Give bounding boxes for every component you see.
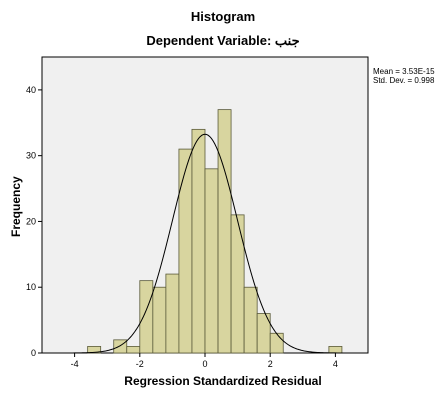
std-dev-stat: Std. Dev. = 0.998 bbox=[373, 76, 435, 85]
y-tick-label: 10 bbox=[26, 282, 36, 292]
histogram-bar-9 bbox=[217, 109, 232, 354]
histogram-bar-4 bbox=[152, 286, 167, 354]
histogram-bar-11 bbox=[243, 286, 258, 354]
histogram-bar-7 bbox=[191, 128, 206, 354]
histogram-bar-6 bbox=[178, 148, 193, 354]
y-tick-label: 40 bbox=[26, 85, 36, 95]
mean-stat: Mean = 3.53E-15 bbox=[373, 67, 435, 76]
bars-group bbox=[87, 109, 343, 354]
histogram-bar-8 bbox=[204, 168, 219, 354]
y-tick-label: 0 bbox=[31, 348, 36, 358]
x-tick-label: 2 bbox=[268, 359, 273, 369]
x-tick-label: 0 bbox=[202, 359, 207, 369]
x-tick-label: 4 bbox=[333, 359, 338, 369]
histogram-bar-3 bbox=[139, 280, 154, 354]
x-axis-label: Regression Standardized Residual bbox=[124, 374, 322, 388]
histogram-bar-10 bbox=[230, 214, 245, 354]
histogram-bar-2 bbox=[126, 346, 141, 354]
stats-box: Mean = 3.53E-15 Std. Dev. = 0.998 bbox=[373, 67, 435, 85]
chart-subtitle: Dependent Variable: جنب bbox=[146, 33, 300, 48]
histogram-bar-0 bbox=[87, 346, 102, 354]
histogram-bar-5 bbox=[165, 273, 180, 354]
histogram-bar-1 bbox=[113, 339, 128, 354]
x-tick-label: -4 bbox=[71, 359, 79, 369]
histogram-bar-13 bbox=[269, 332, 284, 354]
x-tick-label: -2 bbox=[136, 359, 144, 369]
histogram-bar-14 bbox=[328, 346, 343, 354]
chart-title: Histogram bbox=[190, 9, 256, 24]
y-tick-label: 30 bbox=[26, 151, 36, 161]
normal-curve bbox=[42, 133, 368, 354]
y-tick-label: 20 bbox=[26, 216, 36, 226]
